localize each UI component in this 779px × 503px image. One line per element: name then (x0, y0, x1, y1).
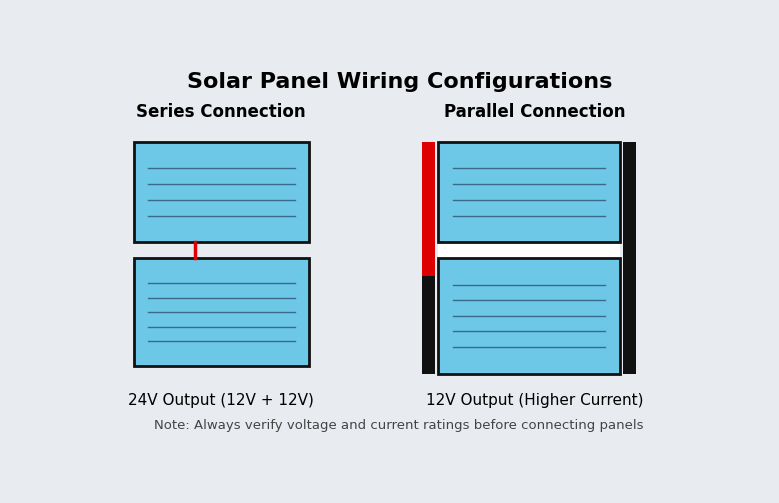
Bar (134, 142, 308, 242)
Bar (439, 242, 619, 258)
Text: Note: Always verify voltage and current ratings before connecting panels: Note: Always verify voltage and current … (154, 419, 644, 432)
Text: 24V Output (12V + 12V): 24V Output (12V + 12V) (129, 393, 314, 408)
Bar (422, 142, 435, 277)
Text: Solar Panel Wiring Configurations: Solar Panel Wiring Configurations (186, 72, 612, 92)
Text: Parallel Connection: Parallel Connection (444, 103, 626, 121)
Bar (439, 258, 619, 374)
Bar (134, 258, 308, 366)
Bar (622, 142, 636, 374)
Bar (439, 142, 619, 242)
Bar (422, 142, 435, 374)
Text: 12V Output (Higher Current): 12V Output (Higher Current) (426, 393, 643, 408)
Text: Series Connection: Series Connection (136, 103, 306, 121)
